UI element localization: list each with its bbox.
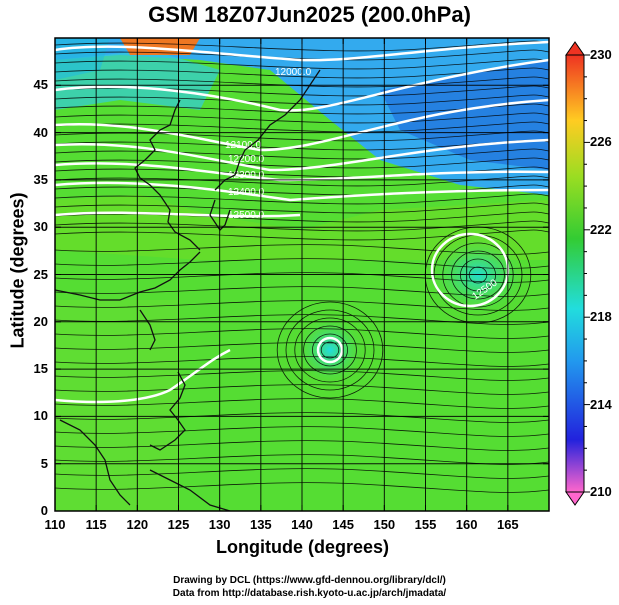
streamline <box>55 286 549 297</box>
colorbar-tick-label: 214 <box>590 396 612 412</box>
x-tick-label: 125 <box>167 517 190 532</box>
colorbar-tick-label: 222 <box>590 221 612 237</box>
y-tick-label: 30 <box>33 219 48 235</box>
credit-drawing: Drawing by DCL (https://www.gfd-dennou.o… <box>173 575 446 586</box>
contour-label: 12500.0 <box>228 210 265 221</box>
streamline <box>55 67 549 79</box>
x-tick-label: 140 <box>291 517 313 532</box>
height-contours <box>55 40 549 404</box>
colorbar-top-arrow <box>565 41 585 56</box>
x-tick-label: 150 <box>373 517 396 532</box>
contour-label: 12100.0 <box>225 140 262 151</box>
wind-streamlines <box>55 40 549 493</box>
streamline <box>55 426 549 437</box>
streamline <box>55 328 549 339</box>
vortex-streamline <box>320 341 340 359</box>
x-tick-label: 160 <box>455 517 478 532</box>
cyclone-core-west <box>296 316 364 384</box>
vortex-streamline <box>311 333 348 367</box>
credits: Drawing by DCL (https://www.gfd-dennou.o… <box>0 574 619 600</box>
streamline <box>55 112 549 124</box>
streamline <box>55 121 549 133</box>
credit-data: Data from http://database.rish.kyoto-u.a… <box>172 588 447 599</box>
map-plot-area: 12000.0 12100.0 12200.0 12300.0 12400.0 … <box>55 38 549 511</box>
streamline <box>55 468 549 479</box>
colorbar <box>565 41 590 506</box>
vortex-streamline <box>303 325 357 375</box>
streamline <box>55 94 549 106</box>
y-tick-label: 35 <box>33 171 48 187</box>
y-tick-label: 40 <box>33 124 48 140</box>
colorbar-bottom-arrow <box>565 491 585 506</box>
y-tick-label: 25 <box>33 266 48 282</box>
streamline <box>55 220 549 232</box>
y-tick-label: 5 <box>40 455 48 471</box>
x-axis-label: Longitude (degrees) <box>215 537 389 557</box>
streamline <box>55 76 549 88</box>
streamline <box>55 314 549 325</box>
colorbar-tick-label: 226 <box>590 134 612 150</box>
contour-label: 12200.0 <box>228 154 265 165</box>
y-tick-label: 20 <box>33 313 48 329</box>
grid-lines <box>55 38 549 511</box>
streamline <box>55 258 549 269</box>
streamline <box>55 175 549 187</box>
x-tick-label: 155 <box>414 517 437 532</box>
colorbar-tick-label: 218 <box>590 309 612 325</box>
y-tick-label: 0 <box>40 503 48 518</box>
map-title: GSM 18Z07Jun2025 (200.0hPa) <box>148 2 471 27</box>
streamline <box>55 229 549 241</box>
vortex-streamline <box>294 317 366 383</box>
streamline <box>55 58 549 70</box>
y-tick-label: 15 <box>33 361 48 377</box>
streamline <box>55 398 549 409</box>
streamline <box>55 454 549 465</box>
vortex-streamline <box>276 301 384 399</box>
axis-ticks <box>54 37 550 512</box>
streamline <box>55 412 549 423</box>
streamline <box>55 103 549 115</box>
streamline <box>55 244 549 255</box>
streamline <box>55 202 549 214</box>
contour-label: 12000.0 <box>275 67 312 78</box>
contour-label: 12300.0 <box>228 170 265 181</box>
streamline <box>55 49 549 61</box>
x-tick-label: 145 <box>332 517 354 532</box>
streamline <box>55 157 549 169</box>
y-tick-label: 10 <box>33 408 48 424</box>
streamline <box>55 384 549 395</box>
streamline <box>55 272 549 283</box>
x-tick-label: 130 <box>208 517 231 532</box>
streamline <box>55 342 549 353</box>
streamline <box>55 482 549 493</box>
vortex-streamline <box>285 309 375 391</box>
contour-label: 12400.0 <box>228 187 265 198</box>
streamline <box>55 193 549 205</box>
streamline <box>55 356 549 367</box>
x-tick-label: 165 <box>496 517 519 532</box>
x-tick-label: 110 <box>44 517 66 532</box>
streamline <box>55 440 549 451</box>
x-tick-label: 135 <box>249 517 272 532</box>
y-tick-label: 45 <box>33 77 48 93</box>
colorbar-tick-label: 210 <box>590 484 612 499</box>
x-tick-label: 115 <box>85 517 107 532</box>
streamline <box>55 40 549 52</box>
colorbar-tick-label: 230 <box>590 47 612 62</box>
x-tick-label: 120 <box>126 517 149 532</box>
streamline <box>55 130 549 142</box>
